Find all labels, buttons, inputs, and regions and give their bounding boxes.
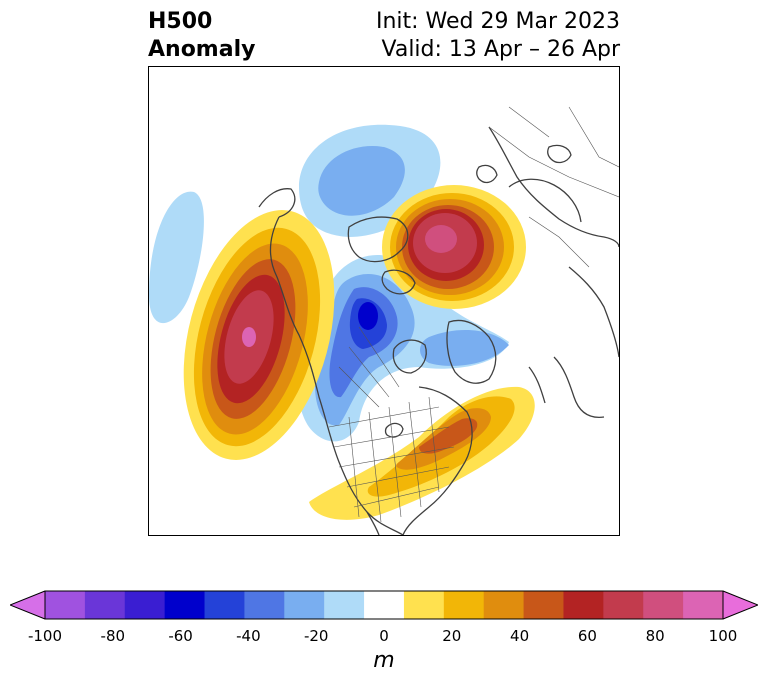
colorbar-tick-label: 20	[442, 627, 462, 645]
colorbar-right-arrow	[722, 590, 758, 620]
colorbar-cell	[523, 591, 564, 619]
colorbar-cell	[603, 591, 644, 619]
init-date: Init: Wed 29 Mar 2023	[375, 9, 620, 34]
colorbar-cell	[403, 591, 445, 619]
colorbar-tick-label: -60	[168, 627, 193, 645]
colorbar-cell	[284, 591, 325, 619]
colorbar-tick-label: 0	[379, 627, 389, 645]
colorbar-cell	[324, 591, 365, 619]
colorbar-tick-label: -40	[236, 627, 261, 645]
colorbar-tick-label: -80	[100, 627, 126, 645]
colorbar-tick-label: 80	[645, 627, 665, 645]
colorbar-cell	[244, 591, 285, 619]
colorbar-tick-label: 40	[510, 627, 530, 645]
anomaly-arctic-siberia-ridge	[382, 185, 526, 309]
colorbar-cell	[483, 591, 525, 619]
colorbar-cells	[45, 591, 724, 619]
colorbar-cell	[364, 591, 405, 619]
map-svg	[149, 106, 619, 535]
colorbar-outline	[44, 590, 724, 620]
colorbar-cell	[84, 591, 126, 619]
colorbar-cell	[204, 591, 245, 619]
colorbar-cell	[683, 591, 724, 619]
colorbar	[10, 590, 758, 620]
colorbar-cell	[443, 591, 485, 619]
colorbar-left-arrow	[10, 590, 46, 620]
anomaly-hudson-bay-trough	[420, 330, 509, 366]
colorbar-units: m	[373, 648, 395, 673]
colorbar-cell	[164, 591, 206, 619]
forecast-dates: Init: Wed 29 Mar 2023 Valid: 13 Apr – 26…	[376, 8, 620, 64]
anomaly-central-pacific-trough	[149, 191, 204, 324]
anomaly-eastern-us-ridge	[309, 386, 535, 520]
colorbar-cell	[563, 591, 604, 619]
colorbar-tick-label: 100	[708, 627, 738, 645]
state-province-lines	[328, 106, 619, 523]
colorbar-tick-label: 60	[577, 627, 597, 645]
coastlines-and-borders	[258, 126, 619, 535]
colorbar-cell	[124, 591, 166, 619]
title-line-1: H500	[148, 9, 213, 34]
colorbar-cell	[45, 591, 86, 619]
anomaly-map	[148, 66, 620, 536]
colorbar-tick-label: -100	[27, 627, 63, 645]
title-line-2: Anomaly	[148, 37, 256, 62]
anomaly-central-canada-trough	[297, 255, 509, 442]
colorbar-cell	[643, 591, 684, 619]
valid-range: Valid: 13 Apr – 26 Apr	[381, 37, 621, 62]
anomaly-north-pacific-ridge	[183, 210, 335, 460]
map-title: H500 Anomaly	[148, 8, 255, 64]
colorbar-tick-label: -20	[303, 627, 329, 645]
